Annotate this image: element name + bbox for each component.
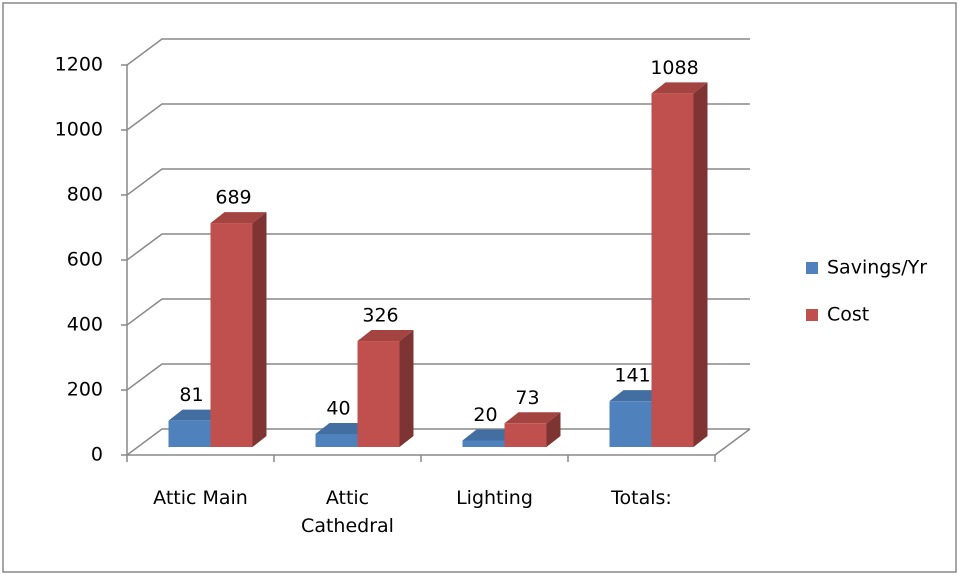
data-label: 73: [515, 387, 539, 409]
floor-edge: [714, 428, 751, 456]
y-tick-label: 0: [91, 444, 103, 466]
grid-line: [126, 103, 750, 131]
bar-side: [693, 82, 708, 448]
bar-top: [651, 82, 708, 94]
bar-side: [252, 212, 267, 447]
x-tick-label: Attic Cathedral: [301, 487, 394, 537]
data-label: 40: [326, 398, 350, 420]
data-label: 20: [473, 404, 497, 426]
y-tick-label: 800: [67, 184, 103, 206]
data-label: 141: [614, 365, 650, 387]
y-tick-label: 1000: [55, 119, 103, 141]
grid-line: [126, 38, 750, 66]
data-label: 1088: [650, 57, 698, 79]
bar-top: [357, 330, 414, 342]
bar-side: [399, 330, 414, 447]
y-tick-label: 400: [67, 314, 103, 336]
x-tick-label: Attic Main: [153, 487, 248, 509]
bar: [651, 93, 694, 448]
bar: [357, 341, 400, 447]
x-tick-label: Lighting: [456, 487, 533, 509]
bar: [609, 401, 652, 447]
grid-line: [126, 363, 750, 391]
y-tick-label: 200: [67, 379, 103, 401]
bar-top: [504, 412, 561, 424]
data-label: 689: [215, 187, 251, 209]
bar: [462, 440, 505, 447]
bar-side: [546, 412, 561, 447]
legend-swatch: [806, 309, 818, 321]
bar-top: [210, 212, 267, 224]
y-tick-label: 600: [67, 249, 103, 271]
data-label: 326: [362, 305, 398, 327]
legend-label: Savings/Yr: [827, 257, 927, 279]
bar: [210, 223, 253, 447]
bar: [315, 434, 358, 447]
grid-line: [126, 168, 750, 196]
x-tick-label: Totals:: [611, 487, 672, 509]
grid-line: [126, 233, 750, 261]
data-label: 81: [179, 384, 203, 406]
bar: [504, 423, 547, 447]
legend-swatch: [806, 262, 818, 274]
grid-line: [126, 298, 750, 326]
y-tick-label: 1200: [55, 54, 103, 76]
bar: [168, 420, 211, 447]
legend-label: Cost: [827, 304, 869, 326]
